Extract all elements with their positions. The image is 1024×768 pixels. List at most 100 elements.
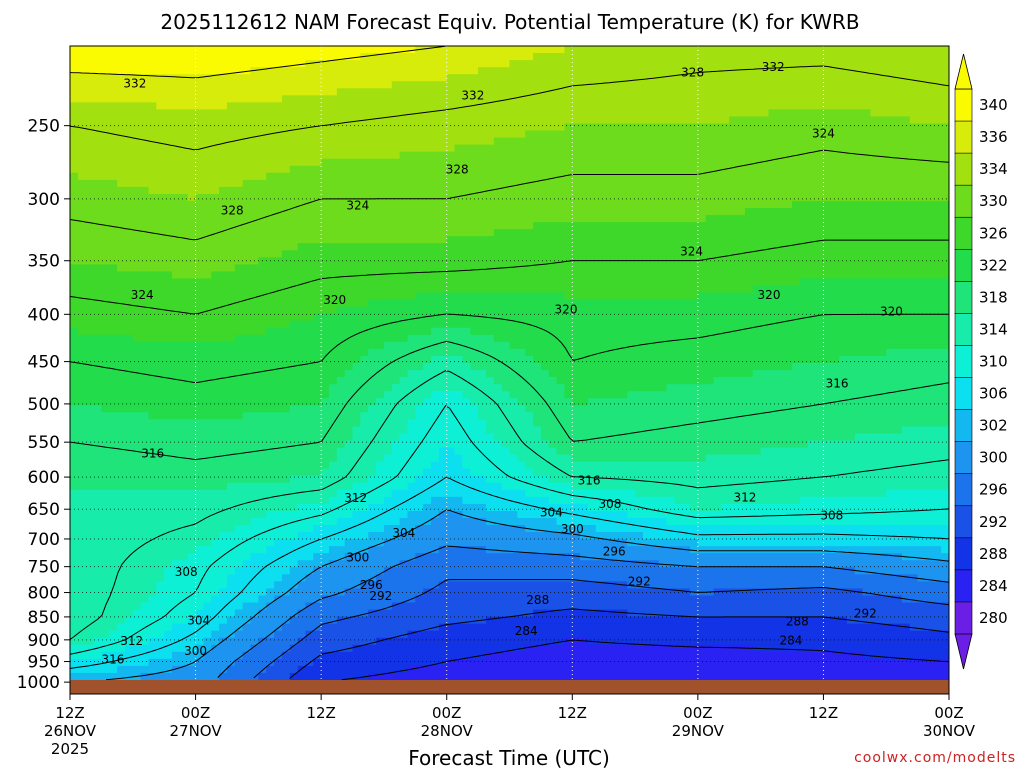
colorbar-label: 302 bbox=[979, 417, 1008, 435]
field-cell bbox=[525, 489, 636, 498]
colorbar-swatch bbox=[954, 184, 973, 218]
field-cell bbox=[289, 672, 369, 680]
field-cell bbox=[234, 567, 291, 575]
contour-label: 324 bbox=[131, 288, 154, 302]
field-cell bbox=[328, 461, 377, 470]
field-cell bbox=[70, 186, 150, 195]
field-cell bbox=[501, 440, 550, 449]
colorbar-swatch bbox=[954, 120, 973, 154]
field-cell bbox=[540, 426, 903, 435]
field-cell bbox=[383, 341, 511, 350]
credit-text: coolwx.com/modelts bbox=[854, 750, 1016, 766]
field-cell bbox=[321, 398, 377, 406]
x-tick-label: 26NOV bbox=[44, 722, 97, 740]
field-cell bbox=[525, 644, 754, 653]
contour-label: 316 bbox=[101, 652, 124, 666]
field-cell bbox=[70, 426, 354, 435]
field-cell bbox=[70, 271, 173, 280]
field-cell bbox=[517, 454, 573, 463]
field-cell bbox=[697, 292, 949, 301]
field-cell bbox=[635, 489, 887, 498]
field-cell bbox=[470, 363, 542, 371]
field-cell bbox=[901, 553, 949, 561]
field-cell bbox=[289, 405, 369, 413]
field-cell bbox=[564, 391, 628, 399]
field-cell bbox=[226, 665, 267, 674]
field-cell bbox=[556, 447, 762, 456]
field-cell bbox=[156, 588, 220, 597]
contour-label: 284 bbox=[515, 624, 538, 638]
field-cell bbox=[509, 391, 566, 399]
field-cell bbox=[70, 67, 252, 75]
field-cell bbox=[70, 200, 793, 209]
field-cell bbox=[70, 658, 150, 667]
contour-label: 332 bbox=[461, 89, 484, 103]
field-cell bbox=[211, 644, 252, 653]
contour-304 bbox=[70, 476, 949, 669]
field-cell bbox=[556, 377, 715, 385]
field-cell bbox=[195, 658, 236, 667]
field-cell bbox=[336, 88, 949, 96]
field-cell bbox=[70, 574, 165, 582]
field-cell bbox=[70, 215, 707, 223]
y-tick-label: 700 bbox=[28, 530, 60, 550]
field-cell bbox=[156, 581, 228, 590]
field-cell bbox=[313, 567, 385, 575]
field-cell bbox=[509, 60, 949, 68]
field-cell bbox=[485, 517, 558, 526]
field-cell bbox=[70, 595, 150, 604]
field-cell bbox=[195, 193, 949, 202]
y-tick-label: 900 bbox=[28, 631, 60, 651]
contour-label: 304 bbox=[540, 505, 563, 519]
contour-label: 320 bbox=[323, 293, 346, 307]
chart-title: 2025112612 NAM Forecast Equiv. Potential… bbox=[160, 10, 859, 34]
field-cell bbox=[517, 398, 573, 406]
field-cell bbox=[70, 313, 314, 322]
field-cell bbox=[219, 186, 949, 195]
field-cell bbox=[70, 468, 322, 477]
field-cell bbox=[462, 454, 518, 463]
contour-label: 288 bbox=[786, 615, 809, 629]
field-cell bbox=[148, 595, 212, 604]
field-cell bbox=[901, 595, 949, 604]
field-cell bbox=[713, 588, 864, 597]
field-cell bbox=[368, 299, 949, 308]
field-cell bbox=[423, 588, 691, 597]
field-cell bbox=[250, 616, 291, 625]
field-cell bbox=[140, 672, 220, 680]
y-tick-label: 650 bbox=[28, 500, 60, 520]
contour-label: 316 bbox=[826, 376, 849, 390]
colorbar-label: 288 bbox=[979, 545, 1008, 563]
field-cell bbox=[407, 510, 440, 519]
field-cell bbox=[70, 440, 346, 449]
field-cell bbox=[70, 257, 259, 265]
field-cell bbox=[627, 609, 949, 618]
colorbar-label: 326 bbox=[979, 224, 1008, 242]
field-cell bbox=[376, 398, 424, 406]
x-tick-label: 12Z bbox=[55, 704, 84, 722]
field-cell bbox=[587, 503, 691, 512]
field-cell bbox=[132, 334, 236, 343]
colorbar-bottom-arrow bbox=[954, 633, 973, 670]
field-cell bbox=[203, 651, 244, 660]
field-cell bbox=[525, 348, 887, 357]
field-cell bbox=[580, 553, 903, 561]
field-cell bbox=[70, 130, 526, 139]
field-cell bbox=[328, 496, 385, 505]
field-cell bbox=[70, 637, 95, 646]
field-cell bbox=[70, 264, 118, 273]
field-cell bbox=[336, 454, 385, 463]
field-cell bbox=[399, 560, 660, 568]
field-cell bbox=[297, 243, 949, 251]
field-cell bbox=[438, 623, 911, 632]
field-cell bbox=[564, 637, 589, 646]
colorbar-label: 296 bbox=[979, 481, 1008, 499]
field-cell bbox=[250, 644, 291, 653]
field-cell bbox=[70, 222, 534, 230]
field-cell bbox=[234, 658, 275, 667]
field-cell bbox=[744, 208, 949, 216]
contour-label: 308 bbox=[820, 508, 843, 522]
field-cell bbox=[70, 179, 118, 188]
colorbar-label: 284 bbox=[979, 577, 1008, 595]
field-cell bbox=[266, 665, 299, 674]
